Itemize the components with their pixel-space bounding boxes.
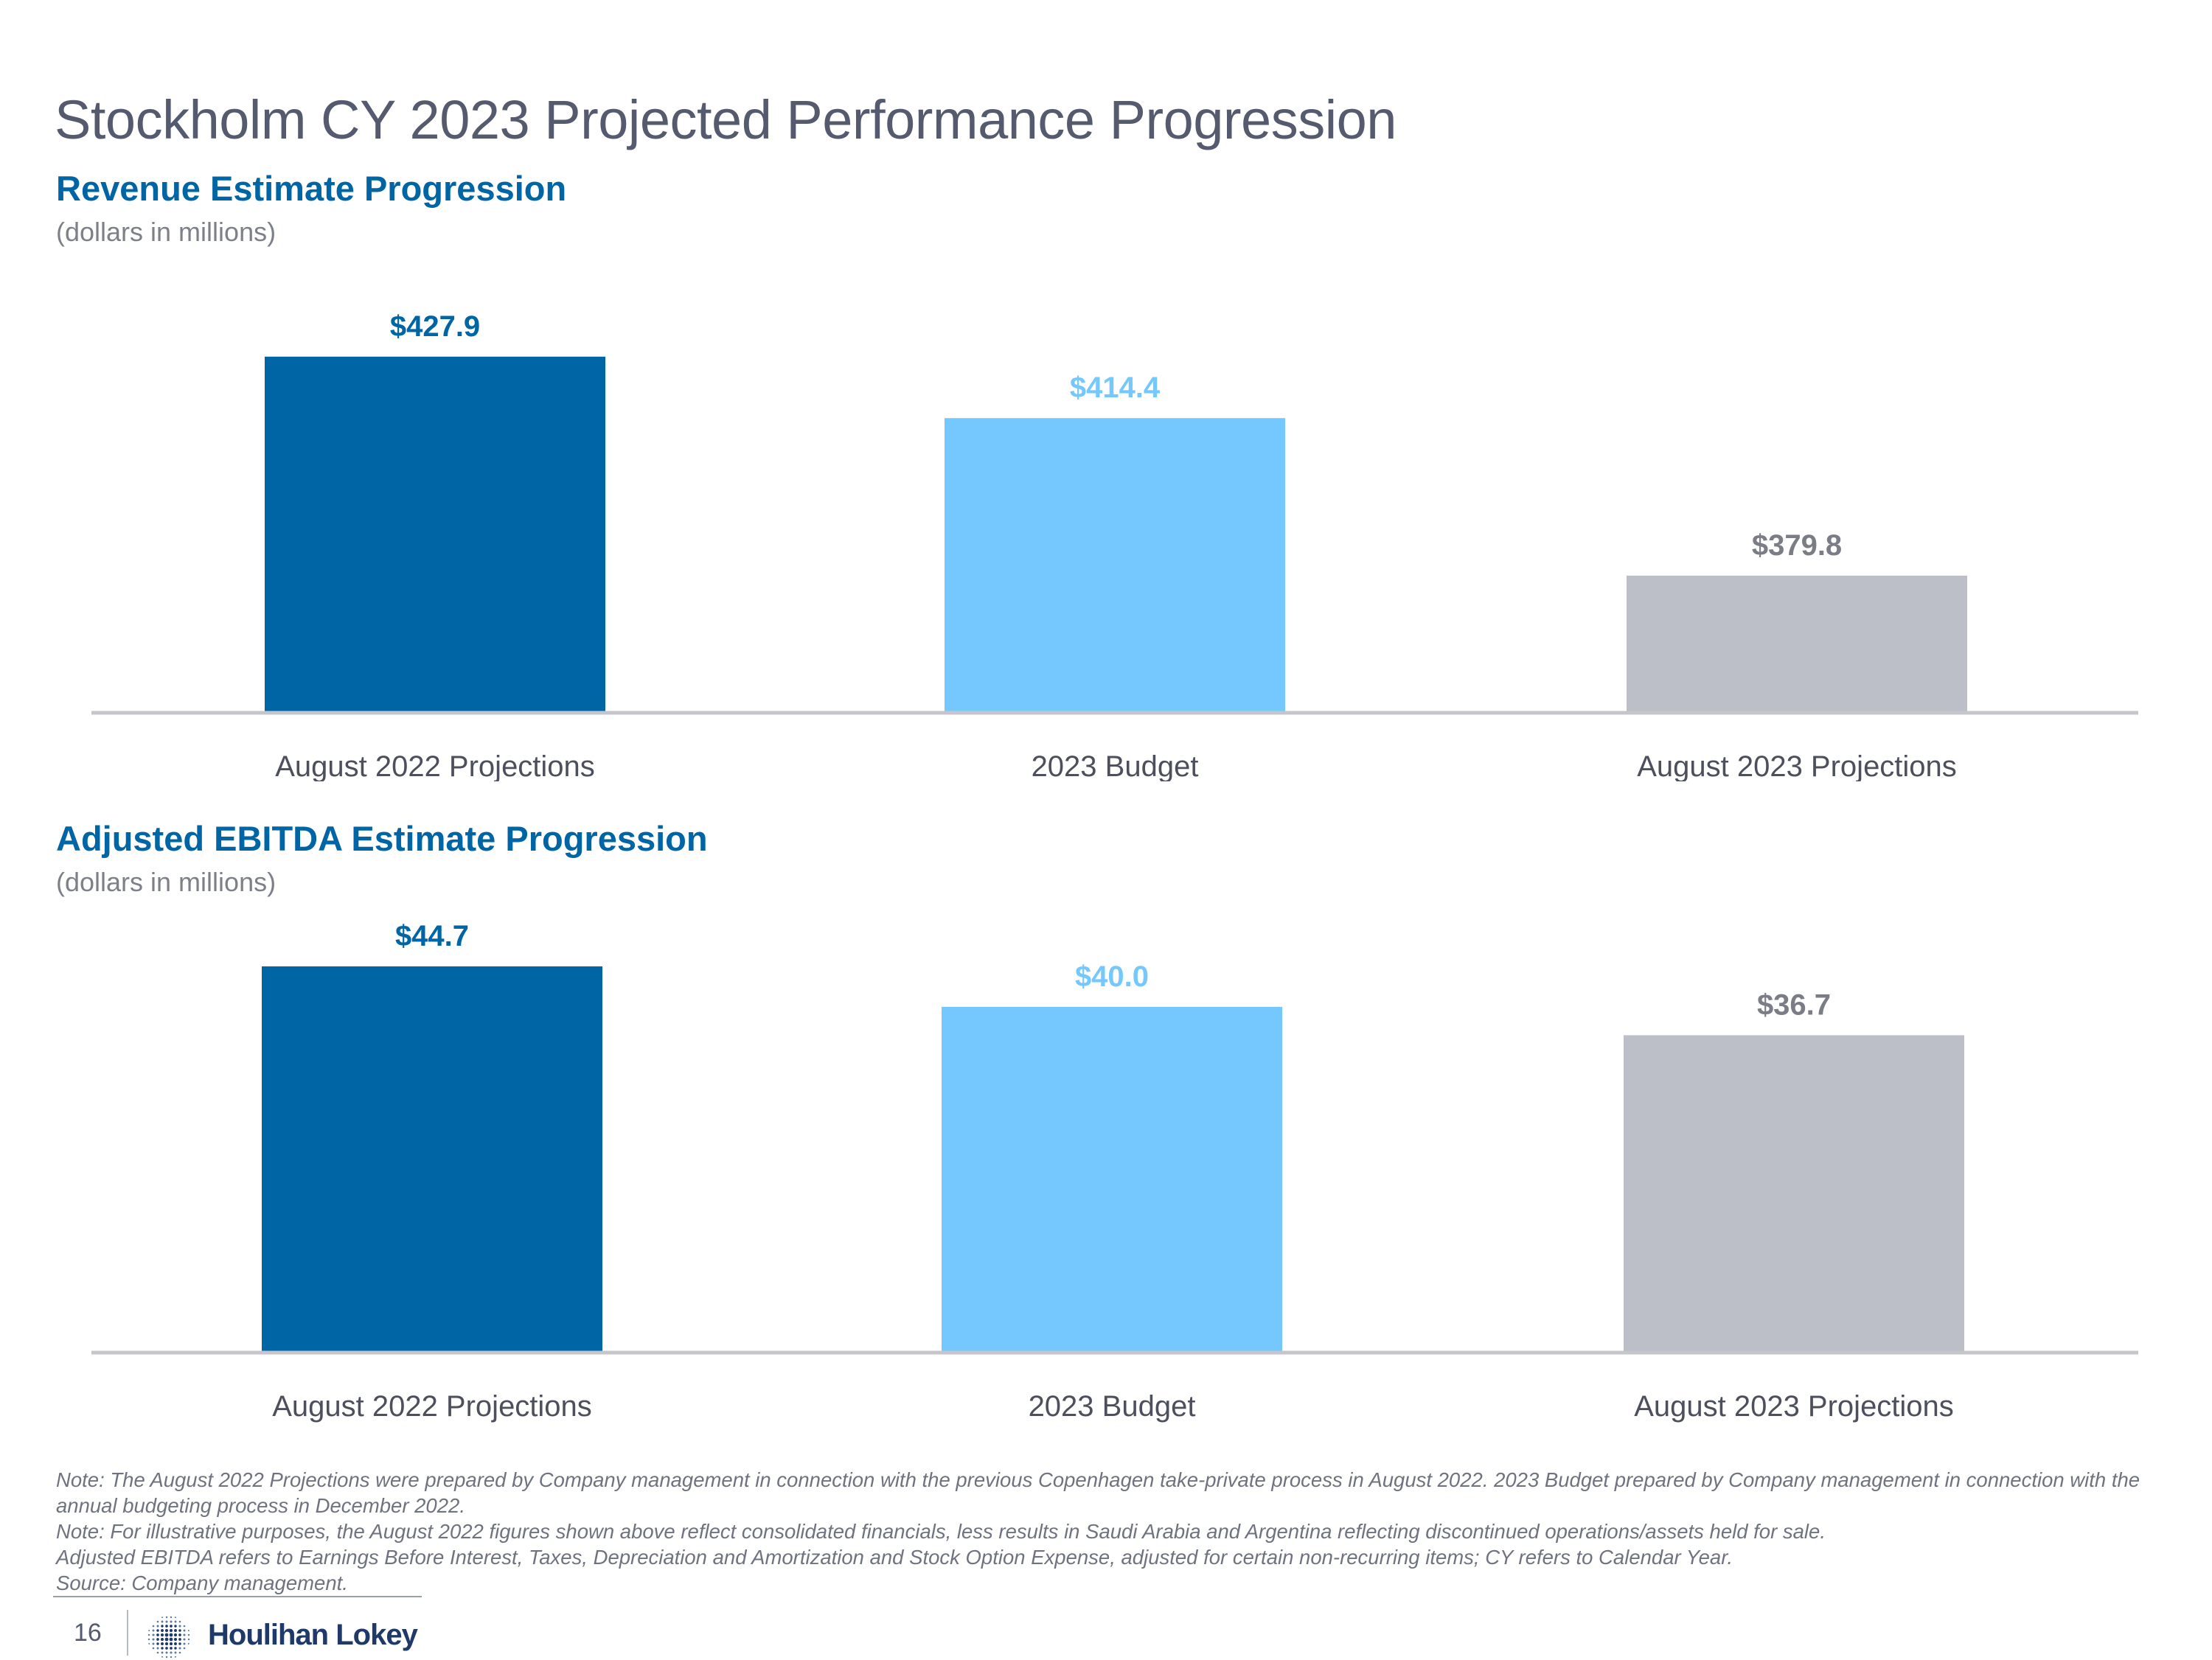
revenue-section-title: Revenue Estimate Progression: [56, 169, 567, 208]
ebitda-category-label: August 2023 Projections: [1634, 1390, 1954, 1423]
ebitda-data-label: $40.0: [1075, 960, 1149, 993]
revenue-category-label: August 2023 Projections: [1637, 750, 1957, 781]
ebitda-section-title: Adjusted EBITDA Estimate Progression: [56, 819, 708, 858]
revenue-bar: [265, 356, 605, 711]
footer-rule: [53, 1596, 422, 1597]
footnotes: Note: The August 2022 Projections were p…: [56, 1467, 2180, 1596]
revenue-category-label: 2023 Budget: [1032, 750, 1199, 781]
revenue-units-note: (dollars in millions): [56, 217, 276, 247]
ebitda-units-note: (dollars in millions): [56, 867, 276, 897]
revenue-bar-chart: $427.9 August 2022 Projections $414.4 2023 …: [91, 310, 2138, 781]
ebitda-bar: [262, 966, 602, 1351]
revenue-data-label: $414.4: [1070, 372, 1161, 404]
revenue-data-label: $379.8: [1752, 529, 1842, 562]
ebitda-bar: [942, 1006, 1282, 1351]
footnote: Note: The August 2022 Projections were p…: [56, 1468, 2140, 1517]
ebitda-bar: [1624, 1035, 1964, 1351]
ebitda-category-label: 2023 Budget: [1029, 1390, 1196, 1423]
page-number: 16: [74, 1619, 102, 1647]
ebitda-chart: $44.7 August 2022 Projections $40.0 2023 Bu…: [0, 907, 2212, 1423]
revenue-bar: [1627, 575, 1967, 711]
footnote: Source: Company management.: [56, 1572, 348, 1594]
revenue-bar: [945, 418, 1285, 711]
footer-divider: [127, 1610, 128, 1656]
footnote: Adjusted EBITDA refers to Earnings Befor…: [56, 1546, 1733, 1569]
revenue-category-label: August 2022 Projections: [275, 750, 595, 781]
ebitda-data-label: $36.7: [1757, 988, 1831, 1021]
brand-logo-text: Houlihan Lokey: [208, 1619, 418, 1651]
ebitda-category-label: August 2022 Projections: [272, 1390, 592, 1423]
page-title: Stockholm CY 2023 Projected Performance …: [55, 89, 1397, 150]
revenue-data-label: $427.9: [390, 310, 480, 343]
ebitda-bar-chart: $44.7 August 2022 Projections $40.0 2023 Bu…: [91, 920, 2138, 1423]
revenue-chart: $427.9 August 2022 Projections $414.4 2023 …: [0, 265, 2212, 781]
globe-logo-icon: [147, 1616, 190, 1659]
ebitda-data-label: $44.7: [395, 920, 469, 952]
footnote: Note: For illustrative purposes, the Aug…: [56, 1520, 1826, 1543]
